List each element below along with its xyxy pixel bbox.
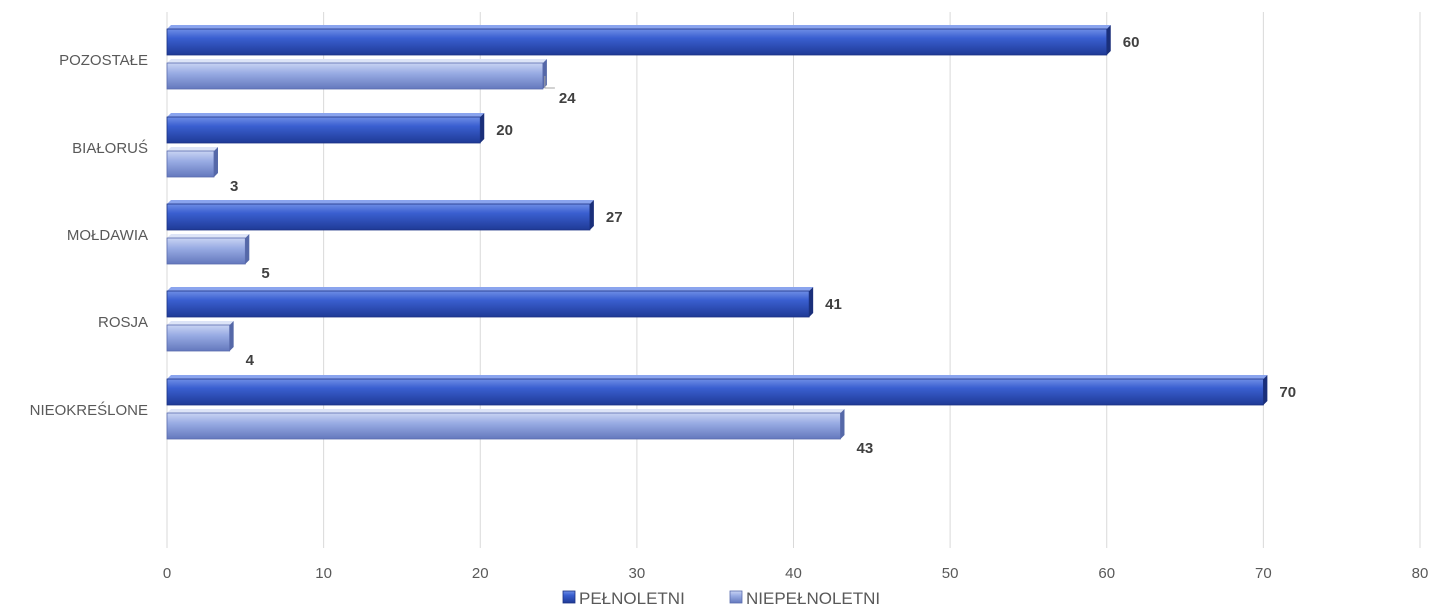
- x-tick-label: 60: [1098, 565, 1115, 582]
- bar-minor: [166, 59, 547, 90]
- bar-top-face: [167, 147, 218, 151]
- bar-minor: [166, 409, 845, 440]
- bar-front-face: [166, 290, 810, 318]
- leader-line: [544, 76, 555, 89]
- legend-item: NIEPEŁNOLETNI: [729, 589, 880, 608]
- bar-front-face: [166, 28, 1108, 56]
- bar-top-face: [167, 200, 594, 204]
- bar-minor: [166, 147, 218, 178]
- bar-end-face: [1106, 25, 1111, 55]
- bar-top-face: [167, 409, 845, 413]
- x-tick-label: 70: [1255, 565, 1272, 582]
- data-label: 41: [825, 296, 842, 313]
- category-label: NIEOKREŚLONE: [30, 401, 148, 419]
- bar-end-face: [213, 147, 218, 177]
- bar-end-face: [1263, 375, 1268, 405]
- bar-front-face: [166, 378, 1264, 406]
- bar-top-face: [167, 234, 250, 238]
- bar-front-face: [166, 62, 544, 90]
- legend-label: NIEPEŁNOLETNI: [746, 589, 880, 608]
- bar-adult: [166, 200, 594, 231]
- data-label: 60: [1123, 34, 1140, 51]
- category-label: POZOSTAŁE: [59, 52, 148, 69]
- bar-top-face: [167, 25, 1111, 29]
- bar-top-face: [167, 321, 234, 325]
- data-label: 70: [1279, 384, 1296, 401]
- category-label: ROSJA: [98, 314, 148, 331]
- value-axis: 0 10 20 30 40 50 60 70 80: [163, 565, 1429, 582]
- x-tick-label: 40: [785, 565, 802, 582]
- x-tick-label: 80: [1412, 565, 1429, 582]
- bar-end-face: [589, 200, 594, 230]
- data-label: 4: [246, 352, 255, 369]
- legend-label: PEŁNOLETNI: [579, 589, 685, 608]
- bar-top-face: [167, 113, 485, 117]
- data-label: 27: [606, 209, 623, 226]
- data-labels: 70 43 41 4 27 5 20 3 60 24: [230, 34, 1296, 457]
- x-tick-label: 20: [472, 565, 489, 582]
- bar-front-face: [166, 237, 246, 265]
- legend-item: PEŁNOLETNI: [562, 589, 685, 608]
- bar-end-face: [542, 59, 547, 89]
- bar-front-face: [166, 203, 591, 231]
- category-label: MOŁDAWIA: [67, 227, 148, 244]
- legend-swatch: [729, 590, 743, 604]
- legend: PEŁNOLETNI NIEPEŁNOLETNI: [562, 589, 880, 608]
- x-tick-label: 30: [629, 565, 646, 582]
- bar-minor: [166, 321, 234, 352]
- x-tick-label: 10: [315, 565, 332, 582]
- bar-front-face: [166, 324, 231, 352]
- bar-adult: [166, 287, 814, 318]
- data-label: 5: [261, 265, 269, 282]
- x-tick-label: 50: [942, 565, 959, 582]
- data-label: 24: [559, 90, 576, 107]
- bar-end-face: [229, 321, 234, 351]
- bar-adult: [166, 375, 1268, 406]
- data-label: 3: [230, 178, 238, 195]
- bar-adult: [166, 25, 1111, 56]
- bar-end-face: [809, 287, 814, 317]
- category-axis: NIEOKREŚLONE ROSJA MOŁDAWIA BIAŁORUŚ POZOSTA…: [30, 52, 148, 419]
- data-label: 20: [496, 122, 513, 139]
- x-tick-label: 0: [163, 565, 171, 582]
- data-label: 43: [856, 440, 873, 457]
- bar-end-face: [480, 113, 485, 143]
- bar-end-face: [245, 234, 250, 264]
- gridlines: [166, 12, 1421, 548]
- bar-front-face: [166, 150, 215, 178]
- bar-front-face: [166, 116, 481, 144]
- bar-end-face: [840, 409, 845, 439]
- bar-top-face: [167, 375, 1268, 379]
- bar-top-face: [167, 287, 814, 291]
- bars: [166, 25, 1268, 440]
- legend-swatch: [562, 590, 576, 604]
- bar-front-face: [166, 412, 841, 440]
- category-label: BIAŁORUŚ: [72, 139, 148, 157]
- bar-adult: [166, 113, 485, 144]
- bar-top-face: [167, 59, 547, 63]
- bar-minor: [166, 234, 250, 265]
